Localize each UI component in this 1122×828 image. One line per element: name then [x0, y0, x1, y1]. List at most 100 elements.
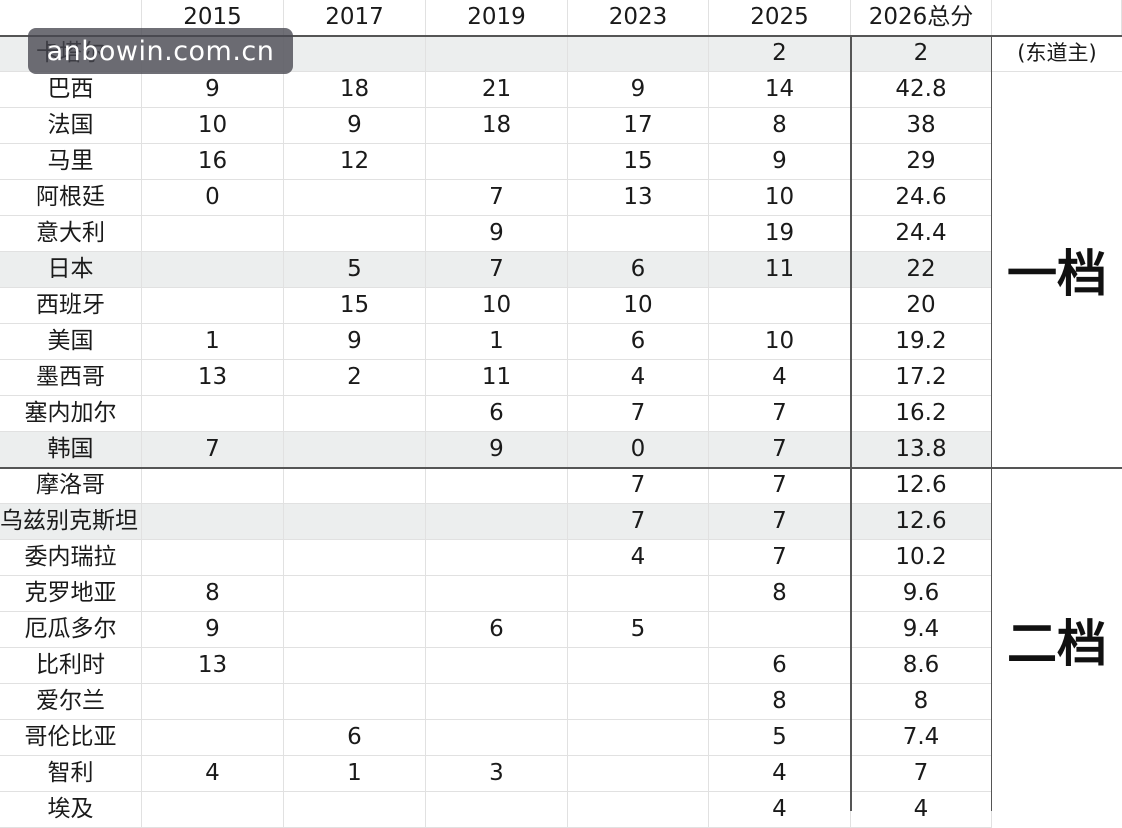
team-name-cell: 比利时: [0, 648, 142, 684]
score-cell: 21: [426, 72, 568, 108]
score-cell: 7: [709, 504, 851, 540]
score-cell: 9: [142, 72, 284, 108]
score-cell: [426, 720, 568, 756]
score-cell: 4: [709, 360, 851, 396]
total-score-cell: 42.8: [851, 72, 992, 108]
score-cell: 6: [568, 324, 709, 360]
score-cell: [142, 252, 284, 288]
score-cell: 7: [709, 468, 851, 504]
score-cell: 6: [709, 648, 851, 684]
score-cell: 9: [142, 612, 284, 648]
score-cell: 1: [284, 756, 426, 792]
score-cell: 8: [709, 108, 851, 144]
score-cell: [284, 612, 426, 648]
score-cell: [142, 720, 284, 756]
score-cell: [142, 540, 284, 576]
score-cell: 2: [284, 360, 426, 396]
score-cell: [284, 216, 426, 252]
total-score-cell: 38: [851, 108, 992, 144]
score-cell: [284, 576, 426, 612]
score-cell: 4: [709, 756, 851, 792]
score-cell: 9: [568, 72, 709, 108]
total-score-cell: 7.4: [851, 720, 992, 756]
total-score-cell: 2: [851, 36, 992, 72]
score-cell: 11: [709, 252, 851, 288]
score-cell: [426, 468, 568, 504]
total-score-cell: 12.6: [851, 504, 992, 540]
header-cell: 2017: [284, 0, 426, 36]
score-cell: [142, 396, 284, 432]
score-cell: 10: [709, 324, 851, 360]
team-name-cell: 日本: [0, 252, 142, 288]
header-divider: [0, 35, 1122, 37]
total-score-cell: 19.2: [851, 324, 992, 360]
score-cell: 14: [709, 72, 851, 108]
team-name-cell: 乌兹别克斯坦: [0, 504, 142, 540]
score-cell: [284, 540, 426, 576]
score-cell: 5: [284, 252, 426, 288]
score-cell: 7: [568, 468, 709, 504]
tier-column-divider: [991, 36, 992, 811]
score-cell: [284, 468, 426, 504]
team-name-cell: 美国: [0, 324, 142, 360]
score-cell: [142, 216, 284, 252]
total-score-cell: 12.6: [851, 468, 992, 504]
header-cell: 2019: [426, 0, 568, 36]
total-column-divider: [850, 36, 852, 811]
team-name-cell: 塞内加尔: [0, 396, 142, 432]
score-cell: 6: [284, 720, 426, 756]
total-score-cell: 9.6: [851, 576, 992, 612]
team-name-cell: 阿根廷: [0, 180, 142, 216]
score-cell: 0: [142, 180, 284, 216]
score-cell: [568, 684, 709, 720]
score-cell: [142, 684, 284, 720]
score-cell: [568, 720, 709, 756]
tier-one-label: 一档: [992, 72, 1122, 468]
score-cell: 15: [284, 288, 426, 324]
total-score-cell: 4: [851, 792, 992, 828]
score-cell: 7: [426, 252, 568, 288]
score-cell: [426, 36, 568, 72]
score-cell: [284, 180, 426, 216]
score-cell: [709, 288, 851, 324]
team-name-cell: 法国: [0, 108, 142, 144]
score-cell: [284, 684, 426, 720]
score-cell: [142, 468, 284, 504]
score-cell: 6: [426, 612, 568, 648]
team-name-cell: 意大利: [0, 216, 142, 252]
score-cell: 4: [568, 540, 709, 576]
score-cell: 12: [284, 144, 426, 180]
total-score-cell: 24.4: [851, 216, 992, 252]
team-name-cell: 智利: [0, 756, 142, 792]
score-cell: [142, 504, 284, 540]
score-cell: [568, 216, 709, 252]
score-cell: [568, 576, 709, 612]
total-score-cell: 13.8: [851, 432, 992, 468]
score-cell: 9: [426, 432, 568, 468]
team-name-cell: 墨西哥: [0, 360, 142, 396]
score-cell: [568, 792, 709, 828]
score-cell: 7: [568, 504, 709, 540]
score-cell: 4: [568, 360, 709, 396]
tier-divider: [0, 467, 1122, 469]
total-score-cell: 22: [851, 252, 992, 288]
score-cell: [284, 648, 426, 684]
score-cell: 7: [142, 432, 284, 468]
score-cell: 7: [709, 432, 851, 468]
score-cell: 2: [709, 36, 851, 72]
total-score-cell: 20: [851, 288, 992, 324]
score-cell: 1: [142, 324, 284, 360]
score-cell: 8: [142, 576, 284, 612]
score-cell: 7: [568, 396, 709, 432]
score-cell: 15: [568, 144, 709, 180]
score-cell: 18: [426, 108, 568, 144]
score-cell: 3: [426, 756, 568, 792]
score-cell: 4: [142, 756, 284, 792]
team-name-cell: 西班牙: [0, 288, 142, 324]
score-cell: [284, 396, 426, 432]
score-cell: [426, 648, 568, 684]
total-score-cell: 9.4: [851, 612, 992, 648]
score-cell: [426, 684, 568, 720]
score-cell: 0: [568, 432, 709, 468]
